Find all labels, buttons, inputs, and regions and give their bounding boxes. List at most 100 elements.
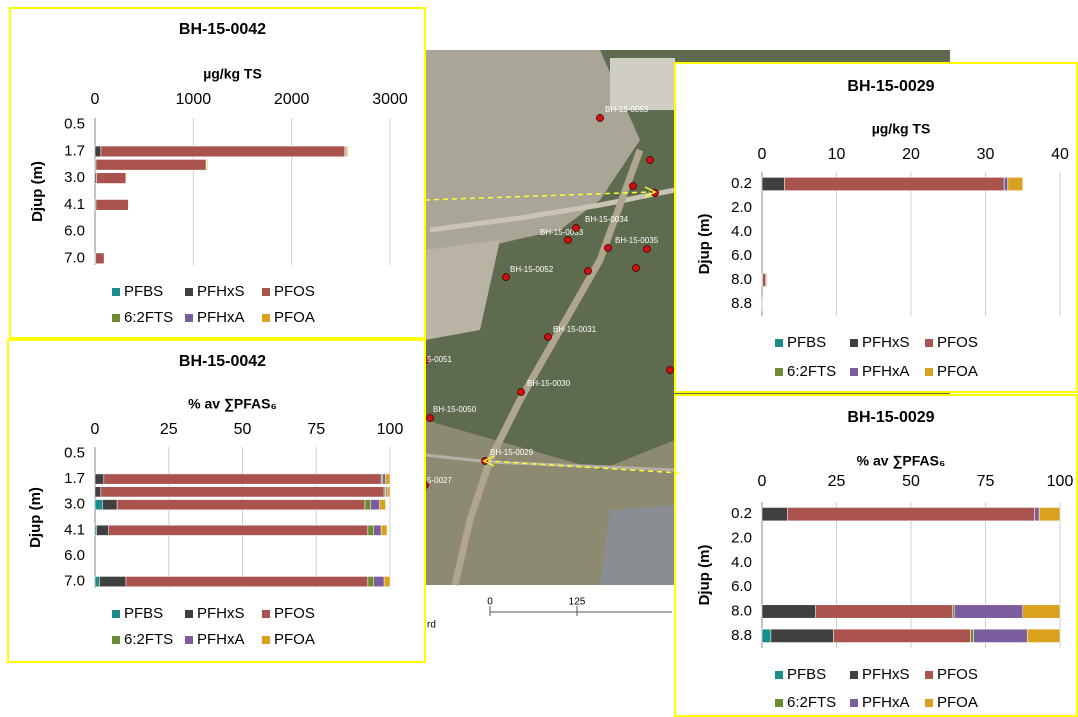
bar-segment (787, 507, 1034, 520)
bar-segment (95, 487, 101, 497)
legend-swatch (112, 610, 120, 618)
y-axis-label: Djup (m) (27, 487, 44, 548)
x-tick-label: 0 (91, 421, 100, 438)
y-tick-label: 4.0 (731, 223, 752, 240)
y-tick-label: 4.1 (64, 196, 85, 213)
x-axis-label: % av ∑PFAS₆ (188, 396, 277, 413)
x-axis-label: % av ∑PFAS₆ (857, 453, 946, 470)
legend-swatch (262, 610, 270, 618)
legend-swatch (775, 671, 783, 679)
legend-swatch (925, 699, 933, 707)
y-tick-label: 7.0 (64, 249, 85, 266)
bar-segment (816, 605, 953, 618)
bar-segment (101, 487, 384, 497)
page: 0 125 rd BH-15-0053BH-15-0052BH-15-0033B… (0, 0, 1078, 717)
map-label: BH-15-0029 (490, 448, 534, 457)
legend-swatch (925, 368, 933, 376)
legend-swatch (925, 339, 933, 347)
bar-segment (96, 159, 206, 170)
map-label: BH-15-0035 (615, 236, 659, 245)
bar-segment (371, 500, 380, 510)
x-tick-label: 25 (160, 421, 178, 438)
bar-segment (99, 576, 126, 586)
map-point (630, 183, 637, 190)
bar-segment (383, 474, 386, 484)
legend-label: PFOA (274, 309, 315, 326)
x-axis-label: µg/kg TS (872, 121, 931, 137)
y-axis-label: Djup (m) (29, 161, 46, 222)
bar-segment (102, 500, 117, 510)
building-area (600, 505, 675, 585)
y-tick-label: 8.0 (731, 602, 752, 619)
bar-segment (384, 576, 390, 586)
legend-swatch (775, 368, 783, 376)
y-tick-label: 1.7 (64, 142, 85, 159)
bar-segment (374, 525, 381, 535)
x-tick-label: 50 (902, 473, 920, 490)
y-tick-label: 2.0 (731, 199, 752, 216)
legend-label: PFOA (937, 694, 978, 711)
bar-segment (766, 273, 767, 286)
bar-segment (762, 177, 784, 190)
map-point (518, 389, 525, 396)
legend-swatch (185, 314, 193, 322)
y-tick-label: 8.8 (731, 295, 752, 312)
x-tick-label: 25 (828, 473, 846, 490)
bar-segment (96, 200, 128, 211)
bar-segment (381, 525, 387, 535)
legend-swatch (112, 288, 120, 296)
legend-swatch (775, 699, 783, 707)
chart-title: BH-15-0042 (179, 21, 266, 38)
y-tick-label: 6.0 (64, 223, 85, 240)
bar-segment (762, 507, 787, 520)
map-point (585, 268, 592, 275)
chart-title: BH-15-0029 (847, 409, 934, 426)
legend-label: PFHxA (197, 631, 245, 648)
bar-segment (971, 629, 974, 642)
bar-segment (380, 500, 386, 510)
legend-swatch (850, 671, 858, 679)
map-label: BH-15-0030 (527, 379, 571, 388)
y-tick-label: 3.0 (64, 169, 85, 186)
y-axis-label: Djup (m) (696, 545, 713, 606)
legend-label: PFOS (937, 334, 978, 351)
map-point (605, 245, 612, 252)
x-tick-label: 40 (1051, 146, 1069, 163)
legend-label: PFHxA (197, 309, 245, 326)
map-point (503, 274, 510, 281)
legend-swatch (112, 314, 120, 322)
legend-label: PFOS (937, 666, 978, 683)
bar-segment (104, 474, 381, 484)
legend-label: PFOS (274, 605, 315, 622)
y-tick-label: 0.5 (64, 116, 85, 133)
legend-label: PFHxS (197, 283, 245, 300)
x-tick-label: 0 (758, 473, 767, 490)
x-tick-label: 3000 (372, 91, 408, 108)
bar-segment (763, 273, 766, 286)
y-tick-label: 8.8 (731, 627, 752, 644)
bar-segment (96, 525, 108, 535)
map-point (667, 367, 674, 374)
bar-segment (784, 177, 1004, 190)
legend-swatch (850, 339, 858, 347)
y-tick-label: 1.7 (64, 470, 85, 487)
legend-label: PFBS (124, 283, 163, 300)
x-tick-label: 0 (91, 91, 100, 108)
x-tick-label: 0 (758, 146, 767, 163)
bar-segment (374, 576, 384, 586)
map-label: BH-15-0052 (510, 265, 554, 274)
bar-segment (1039, 507, 1060, 520)
legend-label: 6:2FTS (124, 631, 173, 648)
legend-swatch (262, 636, 270, 644)
map-point (573, 225, 580, 232)
map-point (565, 237, 572, 244)
legend-swatch (262, 314, 270, 322)
chart-title: BH-15-0029 (847, 78, 934, 95)
bar-segment (762, 629, 771, 642)
bar-segment (95, 474, 104, 484)
scale-label: 0 (487, 597, 493, 608)
x-tick-label: 50 (234, 421, 252, 438)
legend-swatch (775, 339, 783, 347)
map-label: 5-0027 (427, 476, 452, 485)
legend-swatch (925, 671, 933, 679)
